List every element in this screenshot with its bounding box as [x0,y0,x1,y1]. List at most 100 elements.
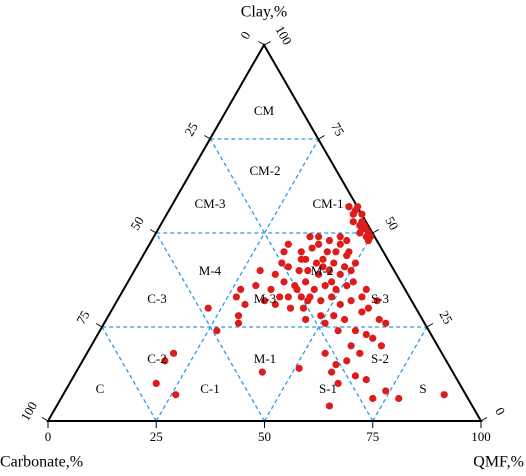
carbonate-tick-label: 25 [181,120,200,139]
clay-tick-label: 0 [492,405,508,418]
region-label: S [419,381,426,396]
data-point [258,368,266,376]
clay-tick-label: 75 [328,120,347,139]
grid [101,138,428,422]
tick-mark [204,135,211,140]
data-point [358,210,366,218]
data-point [325,236,334,245]
data-point [332,248,340,256]
data-point [169,349,178,357]
data-point [347,297,355,305]
left-axis-title: Carbonate,% [0,454,83,471]
data-point [319,263,327,271]
data-point [317,297,325,305]
data-point [345,203,353,211]
data-point [328,368,336,376]
tick-mark [41,417,49,422]
data-point [284,293,292,301]
data-point [276,293,284,301]
region-label: CM-1 [312,196,343,211]
qmf-tick-label: 50 [258,429,271,444]
data-point [377,342,386,350]
data-point [204,304,212,312]
region-label: S-1 [319,381,337,396]
data-point [328,293,336,301]
region-label: CM-3 [194,196,225,211]
region-label: S-2 [371,351,389,366]
data-point [364,304,373,312]
data-point [382,387,390,395]
carbonate-tick-label: 50 [127,214,146,233]
data-point [295,267,303,275]
data-point [286,304,295,312]
data-point [260,297,269,305]
region-label: M-3 [254,291,276,306]
data-point [328,278,336,286]
data-point [267,285,275,293]
data-point [252,282,260,290]
data-point [284,263,292,271]
data-point [336,270,344,278]
data-point [315,233,323,241]
clay-tick-label: 100 [272,23,295,47]
data-point [302,278,310,286]
clay-tick-label: 50 [382,214,401,233]
data-point [302,315,310,324]
data-point [362,285,370,293]
region-label: CM-2 [249,163,280,178]
points [152,203,448,410]
data-point [347,267,355,275]
data-point [299,304,308,312]
grid-line [372,326,428,422]
data-point [161,357,169,365]
data-point [358,293,366,301]
grid-line [101,326,157,422]
data-point [356,229,364,237]
data-point [297,293,305,301]
data-point [325,402,334,410]
data-point [336,233,344,241]
data-point [321,282,329,290]
region-label: CM [254,103,275,118]
data-point [343,357,351,365]
data-point [308,244,316,252]
data-point [256,267,264,275]
tick-mark [149,229,157,234]
carbonate-tick-label: 100 [17,399,40,423]
data-point [440,391,448,399]
data-point [332,285,340,293]
carbonate-tick-label: 75 [73,308,92,327]
data-point [356,349,364,357]
data-point [351,327,360,335]
region-label: M-1 [254,351,276,366]
data-point [395,394,403,403]
data-point [297,255,305,263]
data-point [306,293,314,301]
data-point [332,361,340,369]
data-point [369,394,377,403]
tick-mark [480,417,488,422]
data-point [336,240,344,248]
data-point [152,379,160,387]
tick-mark [372,229,380,234]
data-point [271,300,279,309]
data-point [312,259,321,267]
data-point [349,278,357,286]
data-point [375,315,383,324]
data-point [213,327,221,335]
data-point [349,210,357,218]
carbonate-tick-label: 0 [237,29,253,42]
data-point [293,285,301,293]
data-point [306,233,314,241]
data-point [319,255,327,263]
data-point [364,236,373,245]
region-label: M-2 [311,263,333,278]
data-point [310,285,318,293]
qmf-tick-label: 100 [471,429,491,444]
data-point [237,285,245,293]
data-point [362,376,370,384]
data-point [347,342,355,350]
region-label: C [96,381,105,396]
data-point [334,327,342,335]
